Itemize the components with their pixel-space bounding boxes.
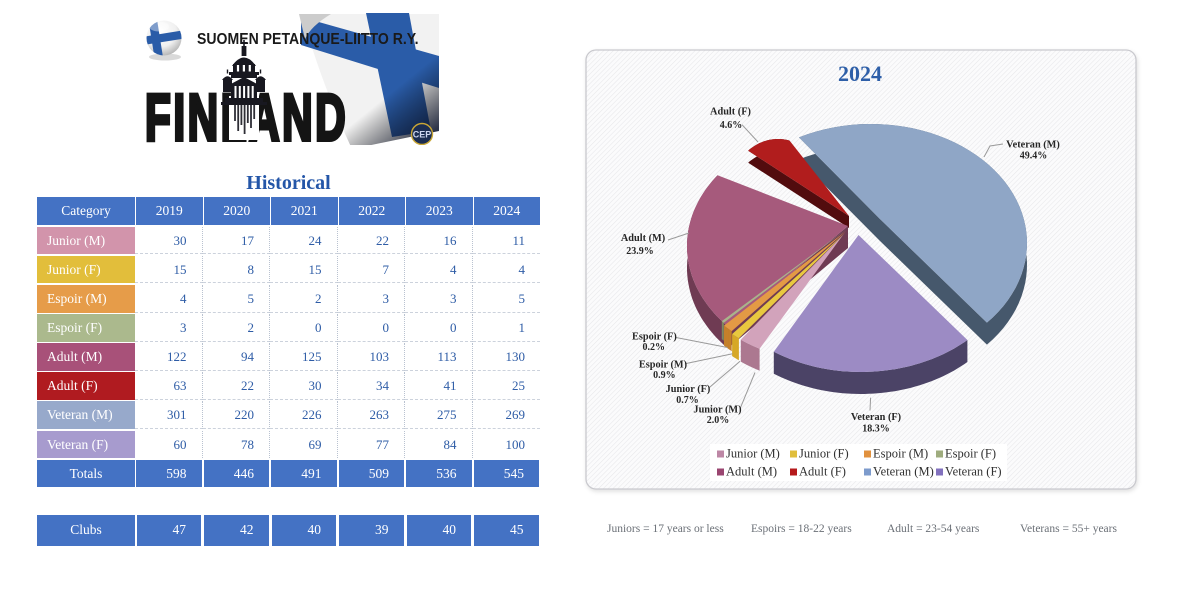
svg-text:2.0%: 2.0% xyxy=(707,415,730,426)
svg-text:2024: 2024 xyxy=(838,61,882,86)
svg-text:0.9%: 0.9% xyxy=(653,370,676,381)
svg-text:Veteran (F): Veteran (F) xyxy=(851,412,901,423)
svg-text:Adult (F): Adult (F) xyxy=(710,107,751,118)
svg-text:Junior (F): Junior (F) xyxy=(666,384,711,395)
svg-text:SUOMEN PETANQUE-LIITTO R.Y.: SUOMEN PETANQUE-LIITTO R.Y. xyxy=(197,30,419,48)
svg-text:Junior (M): Junior (M) xyxy=(693,405,741,416)
svg-text:Adult (M): Adult (M) xyxy=(621,233,665,244)
svg-text:18.3%: 18.3% xyxy=(862,424,890,435)
svg-text:CEP: CEP xyxy=(413,130,432,140)
svg-text:49.4%: 49.4% xyxy=(1020,151,1048,162)
svg-text:Adult (M): Adult (M) xyxy=(726,465,777,479)
svg-text:Espoir (F): Espoir (F) xyxy=(632,332,677,343)
svg-text:Adult (F): Adult (F) xyxy=(799,465,846,479)
svg-text:Junior (F): Junior (F) xyxy=(799,447,849,461)
svg-text:4.6%: 4.6% xyxy=(720,120,743,131)
svg-text:Veteran (M): Veteran (M) xyxy=(1006,140,1060,151)
svg-text:23.9%: 23.9% xyxy=(626,246,654,257)
svg-text:Veteran (M): Veteran (M) xyxy=(873,465,934,479)
svg-text:Espoir (M): Espoir (M) xyxy=(873,447,928,461)
svg-text:Veteran (F): Veteran (F) xyxy=(945,465,1002,479)
svg-text:0.2%: 0.2% xyxy=(643,342,666,353)
svg-text:Espoir (F): Espoir (F) xyxy=(945,447,996,461)
svg-text:Espoir (M): Espoir (M) xyxy=(639,360,687,371)
svg-text:0.7%: 0.7% xyxy=(676,395,699,406)
svg-text:Junior (M): Junior (M) xyxy=(726,447,780,461)
